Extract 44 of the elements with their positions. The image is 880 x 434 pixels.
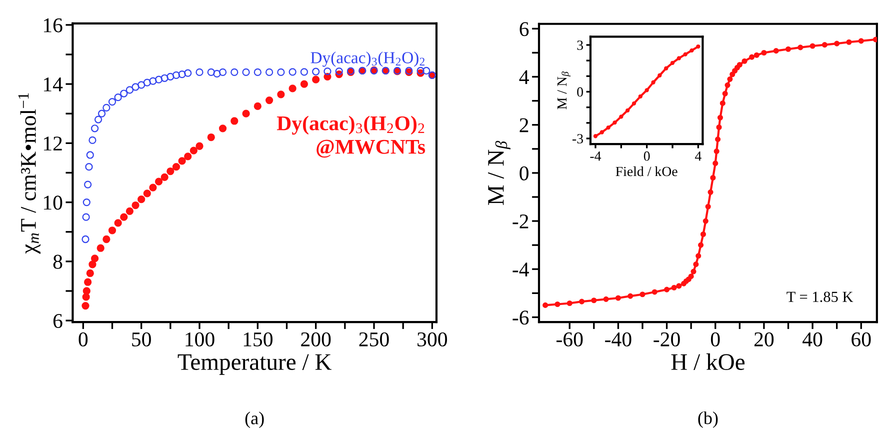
x-tick-label: 4 [694,152,702,161]
text: (a) [245,412,264,428]
x-tick-label: 200 [301,332,331,346]
y-tick-label: -4 [512,262,529,276]
series-label: Dy(acac)$_{3}$(H$_{2}$O)$_{2}$ @MWCNTs [276,116,426,158]
x-tick-label: 20 [754,332,774,346]
x-tick-label: 0 [78,332,88,346]
x-tick-label: 0 [710,332,720,346]
y-tick-label: 6 [53,314,62,328]
x-axis-title: H / kOe [671,353,745,370]
y-tick-label: 10 [44,196,62,210]
x-tick-label: -4 [590,152,602,161]
y-tick-label: 3 [577,40,583,50]
y-tick-label: 6 [520,22,529,36]
y-axis-title: M / N$_{β}$ [488,140,510,205]
y-tick-label: 8 [53,254,62,269]
x-tick-label: 150 [244,332,272,346]
annotation: T = 1.85 K [786,292,854,302]
x-tick-label: 250 [359,332,389,346]
x-tick-label: 0 [644,151,650,161]
x-tick-label: -40 [605,332,632,346]
y-tick-label: 2 [520,118,528,132]
x-tick-label: 50 [132,332,151,346]
y-tick-label: 14 [44,78,63,92]
y-tick-label: 0 [520,166,528,180]
x-tick-label: -60 [556,332,583,346]
x-tick-label: 300 [418,332,448,346]
x-tick-label: 60 [852,332,871,346]
text: (b) [698,411,718,428]
y-tick-label: 0 [577,87,584,97]
x-tick-label: -20 [654,332,680,346]
y-tick-label: -3 [572,134,583,144]
x-axis-title: Field / kOe [616,166,678,176]
y-axis-title: M / N$_{β}$ [557,72,571,110]
x-tick-label: 40 [802,332,822,346]
y-tick-label: 12 [44,136,62,150]
x-axis-title: Temperature / K [178,354,332,375]
y-tick-label: -6 [512,310,529,325]
y-axis-title: χ$_{m}$T / cm³K•mol$^{−1}$ [18,93,40,254]
y-tick-label: -2 [512,214,528,228]
x-tick-label: 100 [186,332,214,346]
y-tick-label: 16 [44,18,62,32]
y-tick-label: 4 [519,70,529,84]
series-label: Dy(acac)$_{3}$(H$_{2}$O)$_{2}$ [310,52,424,67]
